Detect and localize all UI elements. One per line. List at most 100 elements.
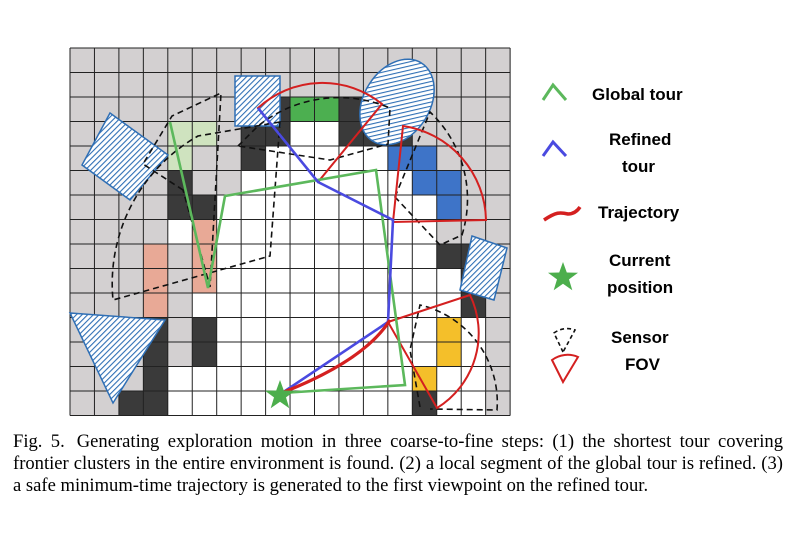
- grid-cell: [315, 122, 340, 147]
- grid-cell: [290, 97, 315, 122]
- legend-global-tour-icon: [543, 85, 566, 100]
- grid-cell: [315, 391, 340, 416]
- grid-cell: [486, 73, 511, 98]
- grid-cell: [290, 244, 315, 269]
- grid-cell: [412, 220, 437, 245]
- grid-cell: [70, 48, 95, 73]
- grid-cell: [217, 269, 242, 294]
- grid-cell: [388, 367, 413, 392]
- grid-cell: [168, 293, 193, 318]
- figure-caption: Fig. 5. Generating exploration motion in …: [13, 431, 783, 497]
- grid-cell: [461, 318, 486, 343]
- grid-cell: [315, 146, 340, 171]
- grid-cell: [486, 195, 511, 220]
- grid-cell: [94, 269, 119, 294]
- grid-cell: [486, 367, 511, 392]
- grid-cell: [241, 48, 266, 73]
- grid-cell: [143, 367, 168, 392]
- grid-cell: [94, 73, 119, 98]
- grid-cell: [486, 146, 511, 171]
- legend-current-position-icon: [548, 262, 578, 290]
- grid-cell: [192, 318, 217, 343]
- grid-cell: [119, 269, 144, 294]
- grid-cell: [217, 146, 242, 171]
- legend-sensor-fov-label-1: Sensor: [611, 328, 669, 347]
- grid-cell: [290, 342, 315, 367]
- grid-cell: [486, 122, 511, 147]
- grid-cell: [168, 244, 193, 269]
- grid-cell: [168, 48, 193, 73]
- grid-cell: [437, 318, 462, 343]
- grid-cell: [217, 318, 242, 343]
- legend: Global tour Refined tour Trajectory Curr…: [543, 85, 683, 382]
- grid-cell: [339, 318, 364, 343]
- grid-cell: [70, 171, 95, 196]
- grid-cell: [290, 195, 315, 220]
- grid-cell: [143, 73, 168, 98]
- legend-current-position-label-2: position: [607, 278, 673, 297]
- grid-cell: [168, 367, 193, 392]
- grid-cell: [290, 391, 315, 416]
- obstacle-square-top: [235, 76, 280, 126]
- grid-cell: [290, 293, 315, 318]
- grid-cell: [192, 97, 217, 122]
- grid-cell: [266, 146, 291, 171]
- caption-text: Generating exploration motion in three c…: [13, 431, 783, 496]
- grid-cell: [437, 146, 462, 171]
- grid-cell: [388, 195, 413, 220]
- grid-cell: [461, 48, 486, 73]
- grid-cell: [339, 244, 364, 269]
- grid-cell: [290, 220, 315, 245]
- grid-cell: [192, 391, 217, 416]
- grid-cell: [412, 269, 437, 294]
- grid-cell: [437, 244, 462, 269]
- grid-cell: [241, 391, 266, 416]
- grid-cell: [217, 367, 242, 392]
- grid-cell: [192, 122, 217, 147]
- grid-cell: [388, 391, 413, 416]
- grid-cell: [143, 220, 168, 245]
- grid-cell: [266, 220, 291, 245]
- grid-cell: [70, 122, 95, 147]
- grid-cell: [437, 220, 462, 245]
- grid-cell: [437, 195, 462, 220]
- grid-cell: [363, 269, 388, 294]
- grid-cell: [486, 342, 511, 367]
- grid-cell: [94, 220, 119, 245]
- grid-cell: [437, 97, 462, 122]
- grid-cell: [486, 318, 511, 343]
- grid-cell: [412, 293, 437, 318]
- grid-cell: [437, 48, 462, 73]
- grid-cell: [339, 48, 364, 73]
- grid-cell: [143, 195, 168, 220]
- grid-cell: [168, 73, 193, 98]
- grid-cell: [290, 318, 315, 343]
- legend-current-position-label-1: Current: [609, 251, 671, 270]
- grid-cell: [315, 220, 340, 245]
- grid-cell: [412, 195, 437, 220]
- grid-cell: [168, 342, 193, 367]
- grid-cell: [363, 391, 388, 416]
- grid-cell: [315, 318, 340, 343]
- grid-cell: [119, 391, 144, 416]
- grid-cell: [143, 48, 168, 73]
- grid-cell: [461, 122, 486, 147]
- grid-cell: [266, 195, 291, 220]
- legend-refined-tour-icon: [543, 142, 566, 156]
- grid-cell: [315, 293, 340, 318]
- grid-cell: [290, 48, 315, 73]
- grid-cell: [70, 97, 95, 122]
- grid-cell: [168, 391, 193, 416]
- exploration-diagram: Global tour Refined tour Trajectory Curr…: [0, 0, 800, 430]
- grid-cell: [119, 244, 144, 269]
- grid-cell: [241, 318, 266, 343]
- grid-cell: [339, 269, 364, 294]
- grid-cell: [241, 220, 266, 245]
- grid-cell: [486, 220, 511, 245]
- grid-cell: [192, 48, 217, 73]
- grid-cell: [119, 48, 144, 73]
- grid-cell: [315, 195, 340, 220]
- grid-cell: [168, 220, 193, 245]
- grid-cell: [412, 244, 437, 269]
- grid-cell: [486, 171, 511, 196]
